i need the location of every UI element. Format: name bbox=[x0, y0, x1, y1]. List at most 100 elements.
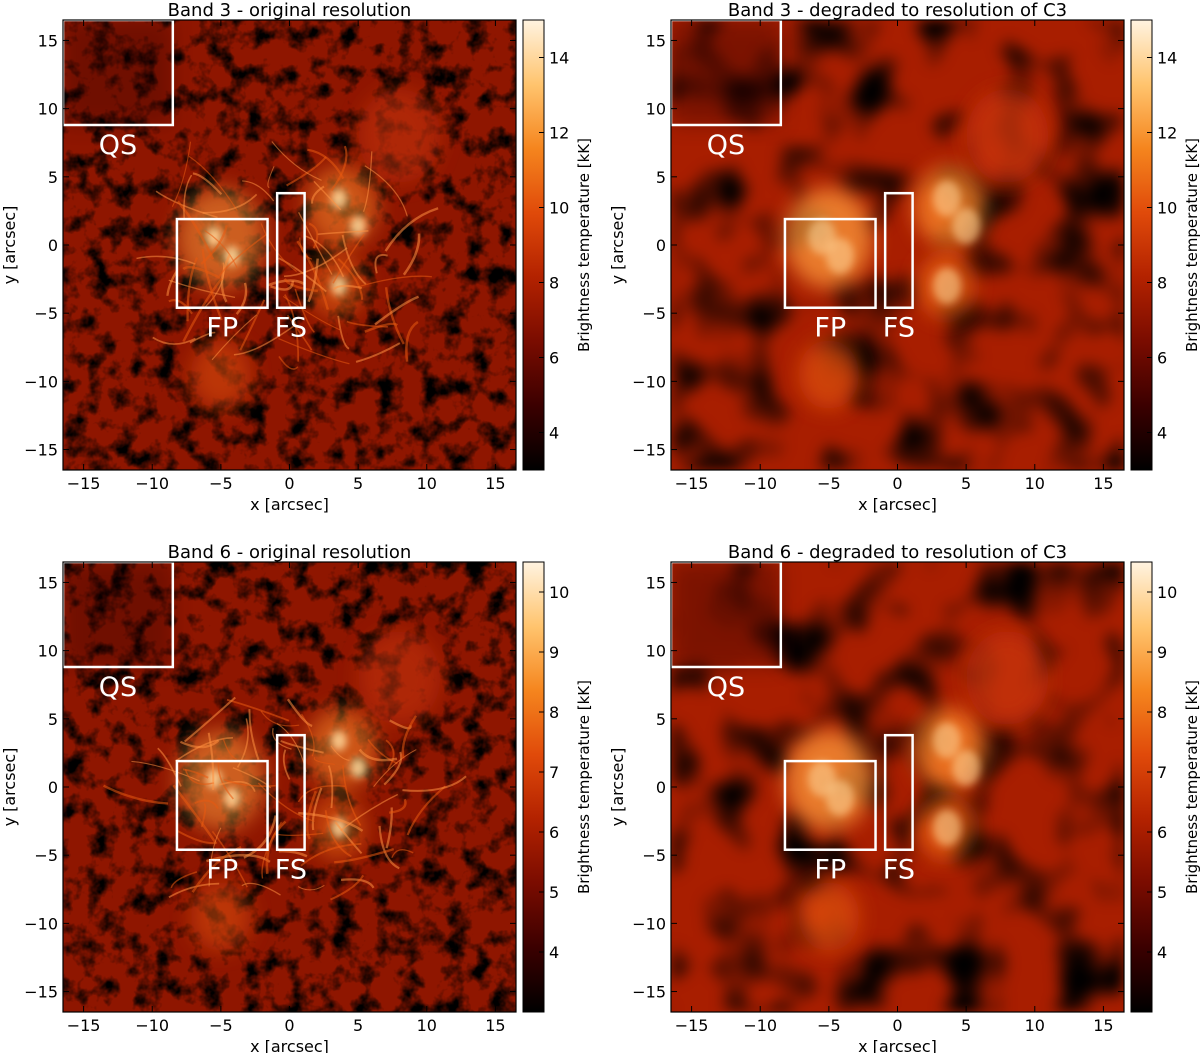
y-tick-label: −5 bbox=[34, 304, 58, 323]
colorbar-tick-label: 9 bbox=[1157, 643, 1167, 662]
y-tick-label: 5 bbox=[656, 168, 666, 187]
colorbar-tick-label: 10 bbox=[1157, 583, 1177, 602]
colorbar-tick-label: 8 bbox=[1157, 703, 1167, 722]
x-tick-label: 10 bbox=[417, 474, 437, 493]
y-tick-label: 5 bbox=[48, 168, 58, 187]
x-axis-label: x [arcsec] bbox=[858, 495, 937, 514]
colorbar-tick-label: 6 bbox=[1157, 823, 1167, 842]
y-tick-label: 0 bbox=[656, 236, 666, 255]
region-label-fp: FP bbox=[206, 855, 238, 886]
x-tick-label: −15 bbox=[67, 474, 101, 493]
colorbar-tick-label: 8 bbox=[1157, 274, 1167, 293]
region-box-fs bbox=[883, 191, 914, 309]
x-tick-label: 10 bbox=[1025, 1016, 1045, 1035]
colorbar-label: Brightness temperature [kK] bbox=[1183, 680, 1200, 894]
colorbar-label: Brightness temperature [kK] bbox=[575, 680, 593, 894]
y-axis-label: y [arcsec] bbox=[608, 206, 627, 285]
colorbar bbox=[1130, 19, 1153, 471]
colorbar-tick-label: 14 bbox=[549, 49, 569, 68]
x-axis-label: x [arcsec] bbox=[858, 1037, 937, 1053]
panel-title: Band 6 - degraded to resolution of C3 bbox=[728, 542, 1067, 563]
region-label-fp: FP bbox=[206, 313, 238, 344]
region-label-qs: QS bbox=[99, 130, 137, 161]
x-tick-label: 0 bbox=[892, 1016, 902, 1035]
panel-2: QS FP FS −15 −10 −5 0 5 10 15 −15 −10 −5 0 5 10 15 Band 3… bbox=[608, 0, 1200, 514]
panel-4: QS FP FS −15 −10 −5 0 5 10 15 −15 −10 −5 0 5 10 15 Band 6… bbox=[608, 542, 1200, 1056]
y-tick-label: −10 bbox=[24, 372, 58, 391]
region-box-fp bbox=[175, 217, 269, 309]
x-tick-label: −5 bbox=[209, 1016, 233, 1035]
heatmap-image bbox=[671, 562, 1124, 1012]
y-tick-label: −5 bbox=[34, 846, 58, 865]
region-label-qs: QS bbox=[707, 130, 745, 161]
y-tick-label: −15 bbox=[24, 983, 58, 1002]
x-tick-label: −15 bbox=[67, 1016, 101, 1035]
region-label-qs: QS bbox=[99, 672, 137, 703]
colorbar-label: Brightness temperature [kK] bbox=[575, 138, 593, 352]
x-tick-label: 5 bbox=[353, 1016, 363, 1035]
y-tick-label: −5 bbox=[642, 846, 666, 865]
colorbar-tick-label: 7 bbox=[549, 763, 559, 782]
colorbar-label: Brightness temperature [kK] bbox=[1183, 138, 1200, 352]
colorbar-tick-label: 6 bbox=[549, 823, 559, 842]
colorbar bbox=[522, 19, 545, 471]
x-tick-label: 0 bbox=[892, 474, 902, 493]
colorbar bbox=[522, 561, 545, 1013]
colorbar-tick-label: 5 bbox=[549, 883, 559, 902]
panel-1: QS FP FS −15 −10 −5 0 5 10 15 −15 −10 −5 0 5 10 15 Band 3… bbox=[0, 0, 593, 514]
y-tick-label: 10 bbox=[646, 642, 666, 661]
y-axis-label: y [arcsec] bbox=[0, 206, 19, 285]
y-axis-label: y [arcsec] bbox=[608, 748, 627, 827]
y-tick-label: −5 bbox=[642, 304, 666, 323]
y-tick-label: −15 bbox=[632, 983, 666, 1002]
colorbar-tick-label: 9 bbox=[549, 643, 559, 662]
y-tick-label: 15 bbox=[38, 573, 58, 592]
y-tick-label: −10 bbox=[632, 914, 666, 933]
colorbar-tick-label: 12 bbox=[1157, 124, 1177, 143]
x-tick-label: 5 bbox=[353, 474, 363, 493]
y-tick-label: 10 bbox=[38, 100, 58, 119]
region-box-fp bbox=[175, 759, 269, 851]
x-tick-label: 0 bbox=[284, 474, 294, 493]
heatmap-image bbox=[671, 20, 1124, 470]
y-tick-label: 5 bbox=[656, 710, 666, 729]
region-label-fs: FS bbox=[883, 313, 915, 344]
y-tick-label: 15 bbox=[646, 31, 666, 50]
colorbar-tick-label: 10 bbox=[1157, 199, 1177, 218]
x-axis-label: x [arcsec] bbox=[250, 495, 329, 514]
x-tick-label: −5 bbox=[209, 474, 233, 493]
y-tick-label: −10 bbox=[632, 372, 666, 391]
x-tick-label: 10 bbox=[1025, 474, 1045, 493]
region-label-fs: FS bbox=[883, 855, 915, 886]
colorbar-tick-label: 4 bbox=[1157, 424, 1167, 443]
y-tick-label: 0 bbox=[48, 778, 58, 797]
panel-title: Band 3 - original resolution bbox=[168, 0, 412, 21]
x-tick-label: −5 bbox=[817, 1016, 841, 1035]
colorbar-tick-label: 6 bbox=[1157, 349, 1167, 368]
panel-3: QS FP FS −15 −10 −5 0 5 10 15 −15 −10 −5 0 5 10 15 Band 6… bbox=[0, 542, 593, 1056]
heatmap-image bbox=[63, 20, 516, 470]
region-label-qs: QS bbox=[707, 672, 745, 703]
x-tick-label: 15 bbox=[1093, 474, 1113, 493]
x-tick-label: −15 bbox=[675, 474, 709, 493]
y-tick-label: 10 bbox=[38, 642, 58, 661]
x-tick-label: −10 bbox=[743, 474, 777, 493]
x-tick-label: 0 bbox=[284, 1016, 294, 1035]
panel-title: Band 6 - original resolution bbox=[168, 542, 412, 563]
colorbar-tick-label: 12 bbox=[549, 124, 569, 143]
region-label-fs: FS bbox=[275, 313, 307, 344]
colorbar-tick-label: 4 bbox=[549, 424, 559, 443]
colorbar-tick-label: 14 bbox=[1157, 49, 1177, 68]
x-tick-label: 10 bbox=[417, 1016, 437, 1035]
colorbar-tick-label: 6 bbox=[549, 349, 559, 368]
x-tick-label: 15 bbox=[1093, 1016, 1113, 1035]
y-tick-label: 15 bbox=[646, 573, 666, 592]
region-box-fs bbox=[275, 191, 306, 309]
x-tick-label: −10 bbox=[135, 1016, 169, 1035]
y-tick-label: 15 bbox=[38, 31, 58, 50]
colorbar-tick-label: 10 bbox=[549, 583, 569, 602]
x-axis-label: x [arcsec] bbox=[250, 1037, 329, 1053]
y-tick-label: 5 bbox=[48, 710, 58, 729]
colorbar-tick-label: 5 bbox=[1157, 883, 1167, 902]
